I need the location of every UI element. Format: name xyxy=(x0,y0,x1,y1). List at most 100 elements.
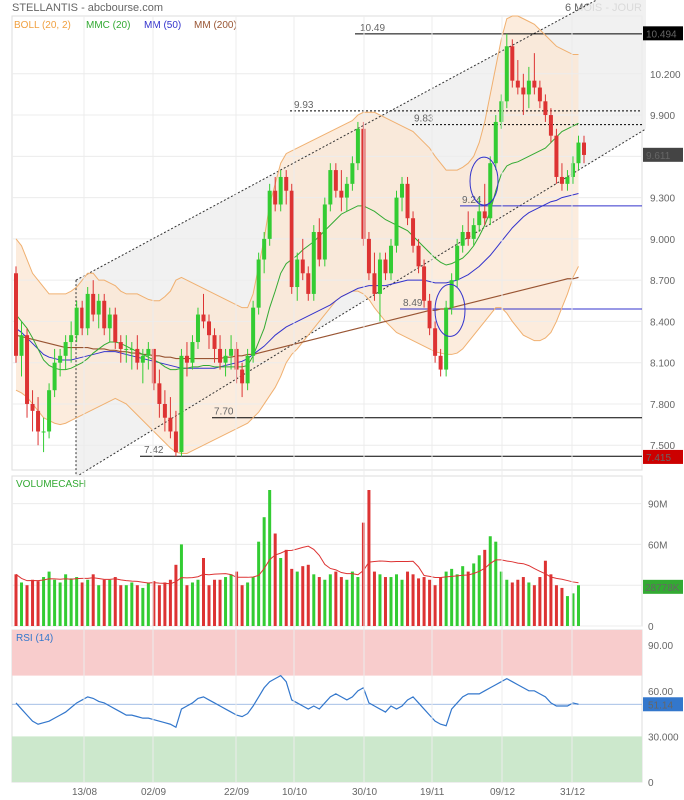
volume-bar xyxy=(185,585,189,626)
rsi-title: RSI (14) xyxy=(16,633,53,644)
candle-body xyxy=(146,348,151,356)
candle-body xyxy=(548,115,553,136)
volume-bar xyxy=(42,577,46,626)
volume-bar xyxy=(554,585,558,626)
volume-bar xyxy=(312,574,316,626)
rsi-tick-label: 30.000 xyxy=(648,732,679,743)
candle-body xyxy=(344,183,349,198)
x-tick-label: 10/10 xyxy=(282,787,307,798)
volume-bar xyxy=(422,577,426,626)
candle-body xyxy=(85,293,90,329)
volume-bar xyxy=(213,579,217,626)
level-label: 7.42 xyxy=(144,445,164,456)
volume-bar xyxy=(494,541,498,626)
level-label: 10.49 xyxy=(360,23,385,34)
candle-body xyxy=(394,197,399,246)
volume-panel xyxy=(11,475,643,627)
legend-entry: BOLL (20, 2) xyxy=(14,20,71,31)
candle-body xyxy=(521,87,526,95)
candle-body xyxy=(306,273,311,294)
volume-bar xyxy=(461,566,465,626)
legend-entry: MM (200) xyxy=(194,20,237,31)
candle-body xyxy=(195,314,200,343)
volume-bar xyxy=(75,577,79,626)
candle-body xyxy=(328,170,333,205)
candle-body xyxy=(25,335,30,404)
candle-body xyxy=(383,259,388,274)
volume-bar xyxy=(406,571,410,626)
volume-bar xyxy=(257,541,261,626)
volume-bar xyxy=(119,585,123,626)
candle-body xyxy=(69,335,74,343)
candle-body xyxy=(333,170,338,191)
volume-bar xyxy=(36,581,40,626)
x-tick-label: 31/12 xyxy=(560,787,585,798)
candle-body xyxy=(179,355,184,453)
volume-bar xyxy=(20,582,24,626)
volume-bar xyxy=(560,587,564,626)
volume-bar xyxy=(157,585,161,626)
volume-bar xyxy=(235,571,239,626)
candle-body xyxy=(515,80,520,88)
volume-bar xyxy=(130,582,134,626)
price-tick-label: 8.400 xyxy=(650,317,675,328)
volume-bar xyxy=(53,579,57,626)
level-label: 9.83 xyxy=(414,114,434,125)
candle-body xyxy=(455,245,460,281)
price-badge xyxy=(643,147,683,162)
candle-body xyxy=(405,183,410,219)
mm50-line xyxy=(15,192,579,369)
volume-bar xyxy=(141,587,145,626)
candle-body xyxy=(510,46,515,81)
candle-body xyxy=(240,369,245,384)
volume-bar xyxy=(499,571,503,626)
volume-bar xyxy=(372,571,376,626)
x-tick-label: 09/12 xyxy=(490,787,515,798)
candle-body xyxy=(74,307,79,336)
candle-body xyxy=(129,348,134,350)
candle-body xyxy=(245,355,250,384)
volume-bar xyxy=(356,577,360,626)
candle-body xyxy=(19,335,24,356)
volume-tick-label: 60M xyxy=(648,540,667,551)
volume-bar xyxy=(521,577,525,626)
candle-body xyxy=(162,403,167,418)
volume-bar xyxy=(179,544,183,626)
volume-badge xyxy=(643,579,683,594)
candle-body xyxy=(422,266,427,301)
volume-bar xyxy=(124,585,128,626)
candle-body xyxy=(278,176,283,205)
volume-bar xyxy=(455,574,459,626)
volume-bar xyxy=(450,568,454,626)
volume-bar xyxy=(25,585,29,626)
candle-body xyxy=(300,259,305,274)
candle-body xyxy=(190,342,195,363)
candle-body xyxy=(372,273,377,294)
volume-bar xyxy=(400,579,404,626)
volume-bar xyxy=(301,566,305,626)
rsi-line xyxy=(15,674,579,729)
candle-body xyxy=(582,142,586,155)
candle-body xyxy=(80,307,85,329)
chart-title: STELLANTIS - abcbourse.com xyxy=(12,2,164,14)
candle-body xyxy=(570,163,575,177)
price-badge xyxy=(643,449,683,464)
candle-body xyxy=(504,46,509,102)
candle-body xyxy=(532,80,537,88)
volume-bar xyxy=(262,517,266,626)
level-label: 8.49 xyxy=(403,298,423,309)
candle-body xyxy=(493,121,498,164)
candle-body xyxy=(366,238,371,274)
volume-bar xyxy=(428,579,432,626)
volume-bar xyxy=(174,564,178,626)
candle-body xyxy=(118,342,123,349)
candle-body xyxy=(124,348,129,350)
volume-bar xyxy=(516,579,520,626)
candle-body xyxy=(289,190,294,288)
candle-body xyxy=(47,390,52,432)
volume-bar xyxy=(290,568,294,626)
candle-body xyxy=(234,348,239,370)
candle-body xyxy=(229,348,234,356)
volume-bar xyxy=(317,577,321,626)
